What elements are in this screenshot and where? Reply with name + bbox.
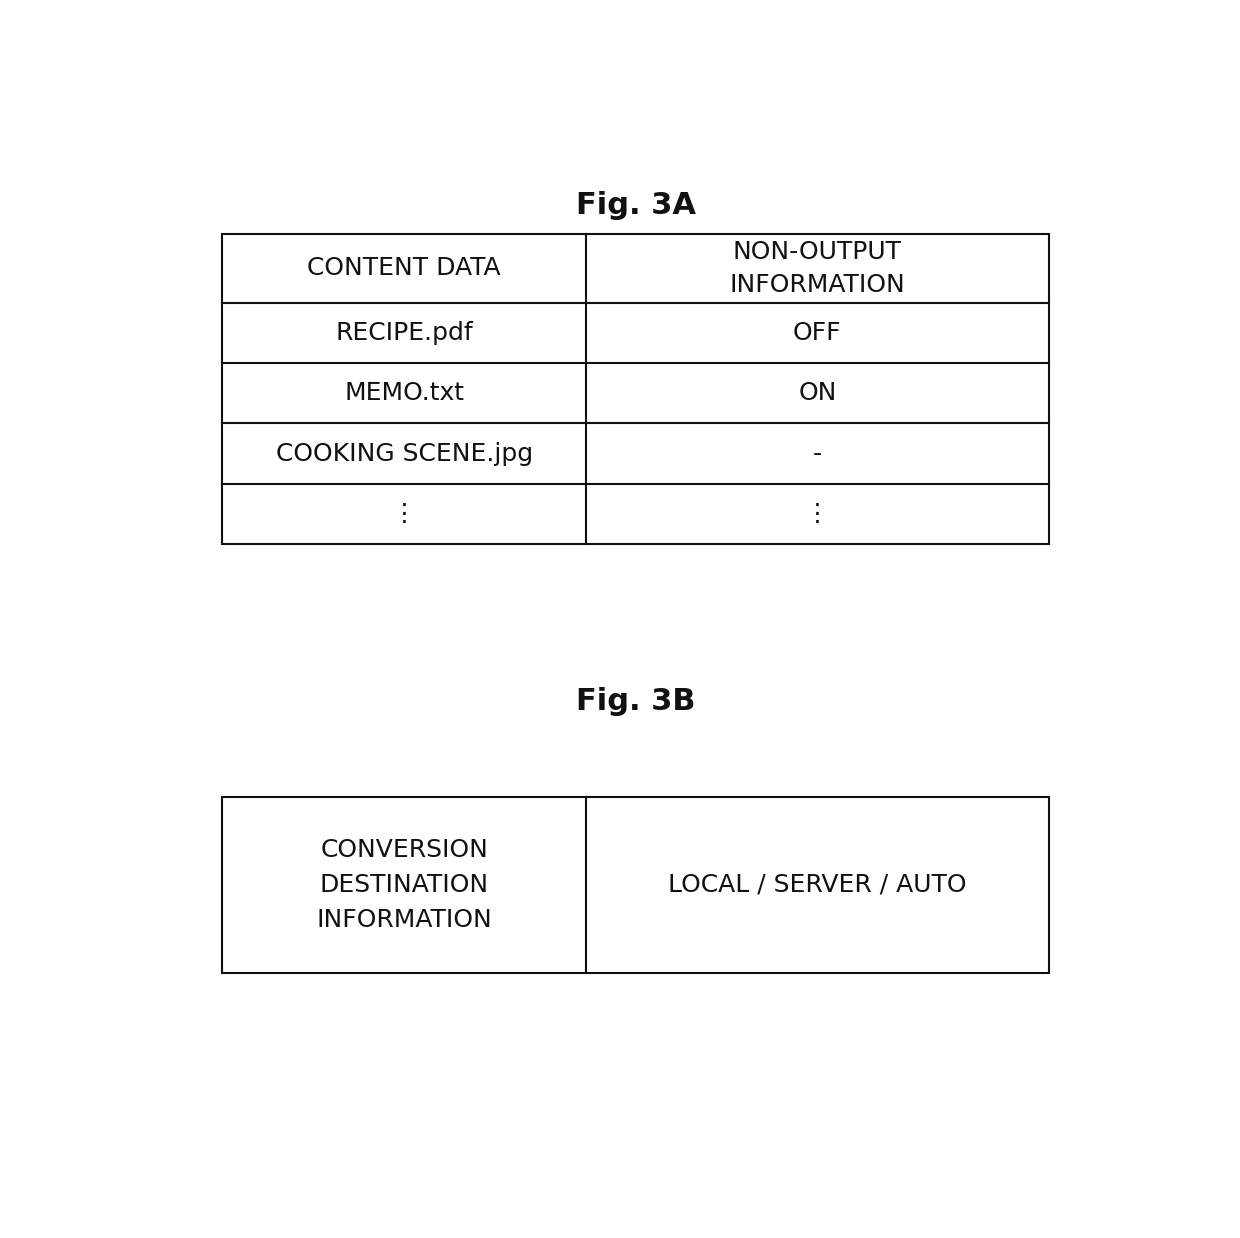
Text: ⋮: ⋮ (392, 501, 417, 526)
Text: -: - (812, 442, 822, 465)
Text: RECIPE.pdf: RECIPE.pdf (335, 321, 472, 344)
Text: ON: ON (799, 381, 837, 405)
Text: Fig. 3B: Fig. 3B (575, 687, 696, 716)
Text: MEMO.txt: MEMO.txt (343, 381, 464, 405)
Text: CONVERSION
DESTINATION
INFORMATION: CONVERSION DESTINATION INFORMATION (316, 838, 492, 932)
Text: CONTENT DATA: CONTENT DATA (308, 256, 501, 281)
Bar (222, 234, 1049, 545)
Text: COOKING SCENE.jpg: COOKING SCENE.jpg (275, 442, 533, 465)
Text: LOCAL / SERVER / AUTO: LOCAL / SERVER / AUTO (668, 873, 966, 898)
Text: ⋮: ⋮ (805, 501, 830, 526)
Text: NON-OUTPUT
INFORMATION: NON-OUTPUT INFORMATION (729, 240, 905, 297)
Text: Fig. 3A: Fig. 3A (575, 192, 696, 220)
Bar (222, 797, 1049, 973)
Text: OFF: OFF (794, 321, 842, 344)
